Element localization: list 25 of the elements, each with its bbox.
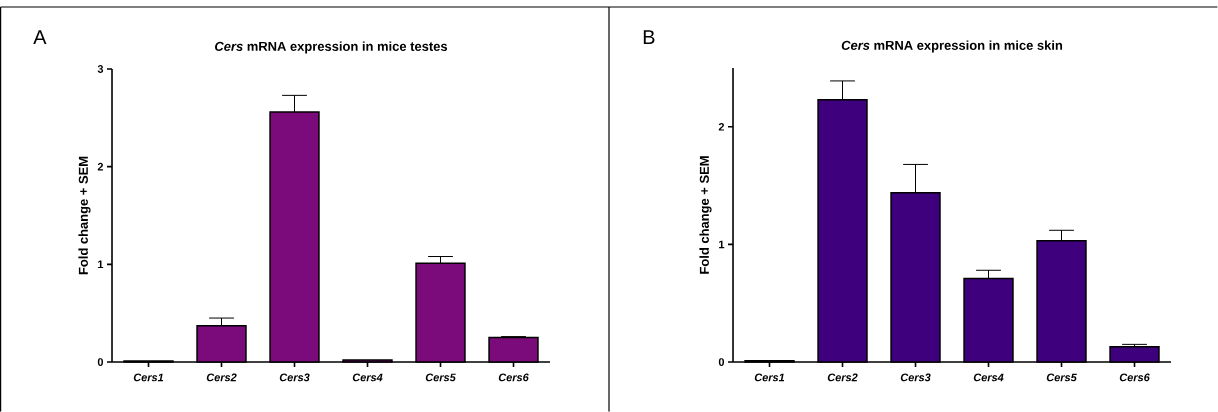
x-tick-label: Cers5 (1046, 373, 1077, 382)
x-tick-label: Cers4 (973, 373, 1004, 382)
chart-title: Cers mRNA expression in mice testes (215, 41, 448, 54)
text: B (643, 30, 655, 44)
y-axis-title: Fold change + SEM (699, 156, 712, 274)
x-tick-label: Cers2 (827, 373, 858, 382)
x-tick-label: Cers4 (352, 373, 383, 382)
y-tick-label: 1 (98, 260, 104, 269)
x-tick-label: Cers3 (900, 373, 931, 382)
y-tick-label: 2 (97, 162, 104, 171)
y-tick-label: 0 (97, 358, 104, 366)
x-tick-label: Cers1 (754, 373, 785, 382)
x-tick-label: Cers3 (279, 373, 310, 382)
chart-title: Cers mRNA expression in mice skin (841, 40, 1063, 53)
y-tick-label: 0 (718, 358, 725, 366)
y-tick-label: 1 (719, 240, 725, 249)
x-tick-label: Cers1 (133, 373, 164, 382)
x-tick-label: Cers6 (498, 373, 529, 382)
text: A (33, 30, 47, 44)
y-axis-title: Fold change + SEM (78, 156, 91, 275)
x-tick-label: Cers2 (206, 373, 237, 382)
x-tick-label: Cers6 (1119, 373, 1150, 382)
y-tick-label: 2 (718, 122, 725, 131)
x-tick-label: Cers5 (425, 373, 456, 382)
y-tick-label: 3 (97, 65, 104, 73)
